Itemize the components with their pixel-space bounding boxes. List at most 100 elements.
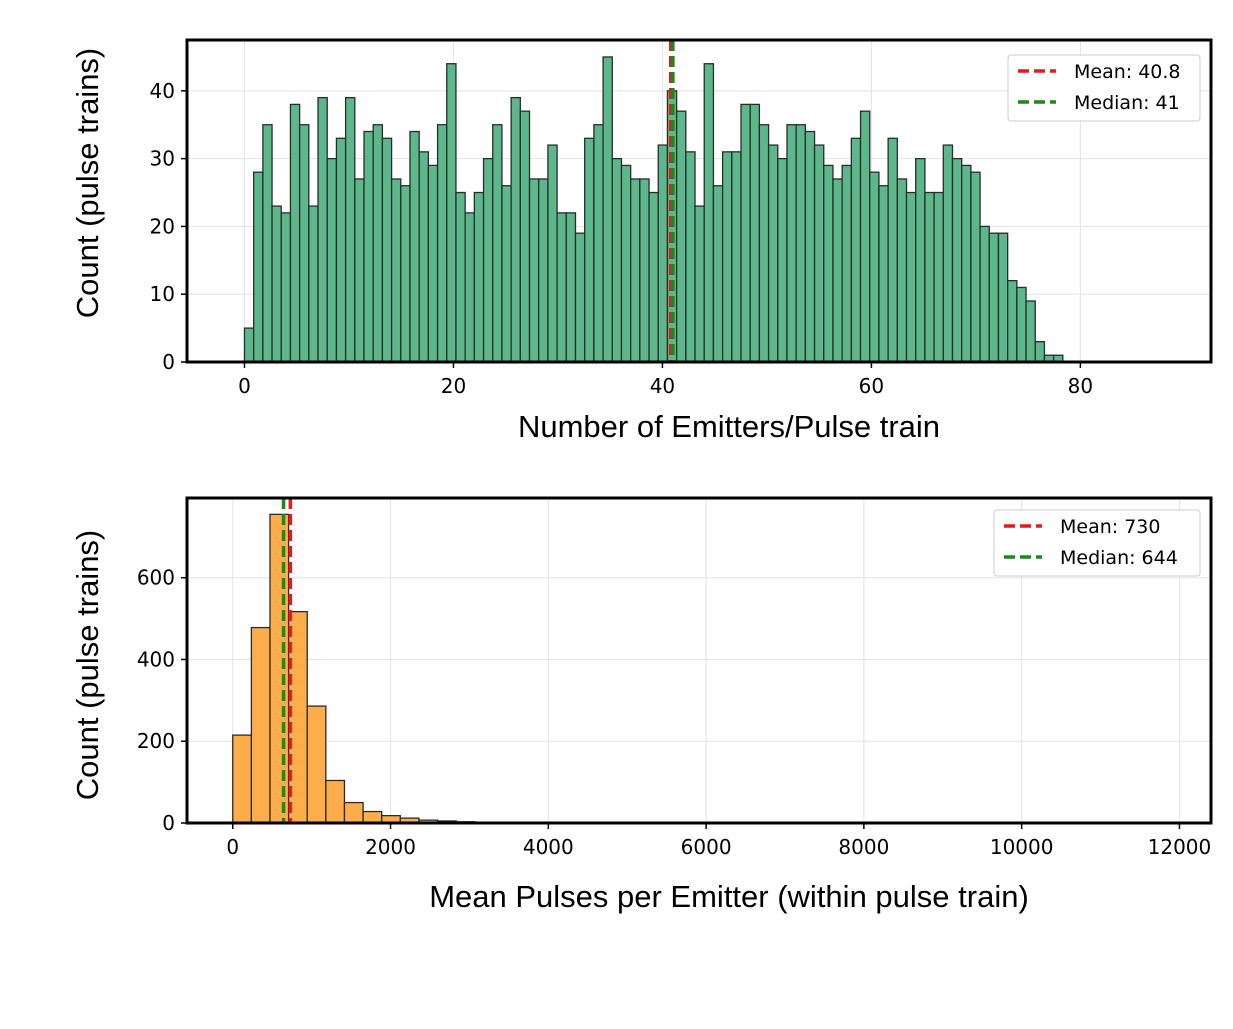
- histogram-bar: [501, 185, 512, 363]
- histogram-bar: [878, 185, 889, 363]
- histogram-bar: [703, 63, 715, 363]
- histogram-bar: [308, 205, 319, 363]
- histogram-bar: [574, 232, 586, 363]
- axis-ticks: 0 2000 4000 6000 8000 10000 12000 0 200 400 600: [137, 566, 1211, 859]
- x-tick-label: 6000: [681, 835, 732, 859]
- histogram-bar: [1007, 280, 1018, 363]
- histogram-bar: [694, 205, 705, 363]
- histogram-bar: [887, 137, 898, 363]
- legend-mean-label: Mean: 730: [1060, 516, 1160, 538]
- y-tick-label: 40: [150, 79, 175, 103]
- y-tick-label: 10: [150, 282, 175, 306]
- histogram-bar: [749, 103, 761, 363]
- histogram-bar: [482, 157, 494, 363]
- y-tick-label: 200: [137, 729, 175, 753]
- y-tick-label: 30: [150, 147, 175, 171]
- histogram-bar: [758, 124, 770, 363]
- y-tick-label: 600: [137, 566, 175, 590]
- histogram-bar: [786, 124, 797, 363]
- y-tick-label: 20: [150, 214, 175, 238]
- legend: Mean: 40.8 Median: 41: [1007, 54, 1201, 122]
- histogram-bar: [326, 157, 338, 363]
- histogram-bar: [344, 96, 356, 363]
- histogram-bar: [436, 124, 448, 363]
- histogram-bar: [841, 164, 852, 363]
- histogram-bar: [280, 212, 292, 363]
- y-axis-label: Count (pulse trains): [70, 530, 105, 801]
- histogram-bar: [232, 734, 253, 824]
- histogram-bar: [253, 171, 264, 363]
- histogram-bar: [777, 157, 788, 363]
- histogram-bar: [795, 124, 807, 363]
- histogram-bar: [740, 103, 751, 363]
- histogram-bar: [1025, 300, 1036, 363]
- histogram-bar: [685, 151, 696, 363]
- histogram-bar: [611, 157, 623, 363]
- x-tick-label: 80: [1068, 374, 1093, 398]
- histogram-bar: [584, 137, 595, 363]
- histogram-bar: [325, 779, 346, 824]
- histogram-bar: [362, 810, 383, 824]
- histogram-bar: [446, 63, 457, 363]
- histogram-bar: [343, 801, 364, 824]
- histogram-bar: [712, 185, 724, 363]
- histogram-bar: [271, 205, 282, 363]
- histogram-bar: [721, 151, 733, 363]
- histogram-bar: [813, 144, 825, 363]
- histogram-bar: [970, 171, 981, 363]
- histogram-bar: [951, 157, 963, 363]
- histogram-bar: [979, 225, 990, 363]
- histogram-bar: [988, 232, 1000, 363]
- histogram-bar: [556, 212, 567, 363]
- histogram-bar: [731, 151, 742, 363]
- histogram-bar: [381, 137, 393, 363]
- legend-median-label: Median: 41: [1074, 92, 1180, 114]
- histogram-bar: [905, 191, 917, 363]
- histogram-bar: [519, 110, 531, 363]
- histogram-bar: [997, 232, 1009, 363]
- y-tick-label: 0: [162, 811, 175, 835]
- histogram-bar: [1016, 286, 1027, 363]
- x-tick-label: 20: [441, 374, 466, 398]
- reference-lines: [669, 40, 675, 362]
- histogram-bar: [942, 144, 954, 363]
- histogram-bar: [455, 191, 466, 363]
- legend-box: [993, 509, 1201, 577]
- histogram-bar: [639, 178, 650, 363]
- histogram-bar: [538, 178, 549, 363]
- histogram-bar: [657, 144, 669, 363]
- x-axis-label: Mean Pulses per Emitter (within pulse tr…: [429, 879, 1029, 914]
- histogram-bar: [859, 110, 871, 363]
- y-tick-label: 0: [162, 350, 175, 374]
- histogram-bar: [648, 191, 659, 363]
- histogram-bar: [767, 144, 779, 363]
- histogram-bar: [547, 144, 558, 363]
- x-tick-label: 0: [226, 835, 239, 859]
- y-axis-label: Count (pulse trains): [70, 48, 105, 319]
- x-tick-label: 2000: [365, 835, 416, 859]
- histogram-bar: [924, 191, 935, 363]
- axis-ticks: 0 20 40 60 80 0 10 20 30 40: [150, 79, 1094, 398]
- histogram-bar: [804, 130, 816, 363]
- histogram-bar: [850, 137, 862, 363]
- histogram-bar: [289, 103, 301, 363]
- histogram-bar: [427, 164, 439, 363]
- emitters-histogram-panel: 0 20 40 60 80 0 10 20 30 40 Number of Emitters/Pu…: [70, 38, 1213, 444]
- x-tick-label: 12000: [1148, 835, 1212, 859]
- histogram-bar: [915, 157, 926, 363]
- histogram-bar: [630, 178, 641, 363]
- x-tick-label: 4000: [523, 835, 574, 859]
- histogram-bar: [372, 124, 384, 363]
- legend-mean-label: Mean: 40.8: [1074, 61, 1181, 83]
- histogram-bar: [418, 151, 430, 363]
- y-tick-label: 400: [137, 647, 175, 671]
- histogram-bar: [409, 130, 420, 363]
- histogram-bar: [335, 137, 347, 363]
- histogram-bar: [832, 178, 843, 363]
- histogram-bar: [492, 124, 503, 363]
- histogram-bar: [565, 212, 577, 363]
- histogram-bar: [473, 191, 485, 363]
- histogram-bar: [602, 56, 613, 363]
- histogram-bar: [528, 178, 540, 363]
